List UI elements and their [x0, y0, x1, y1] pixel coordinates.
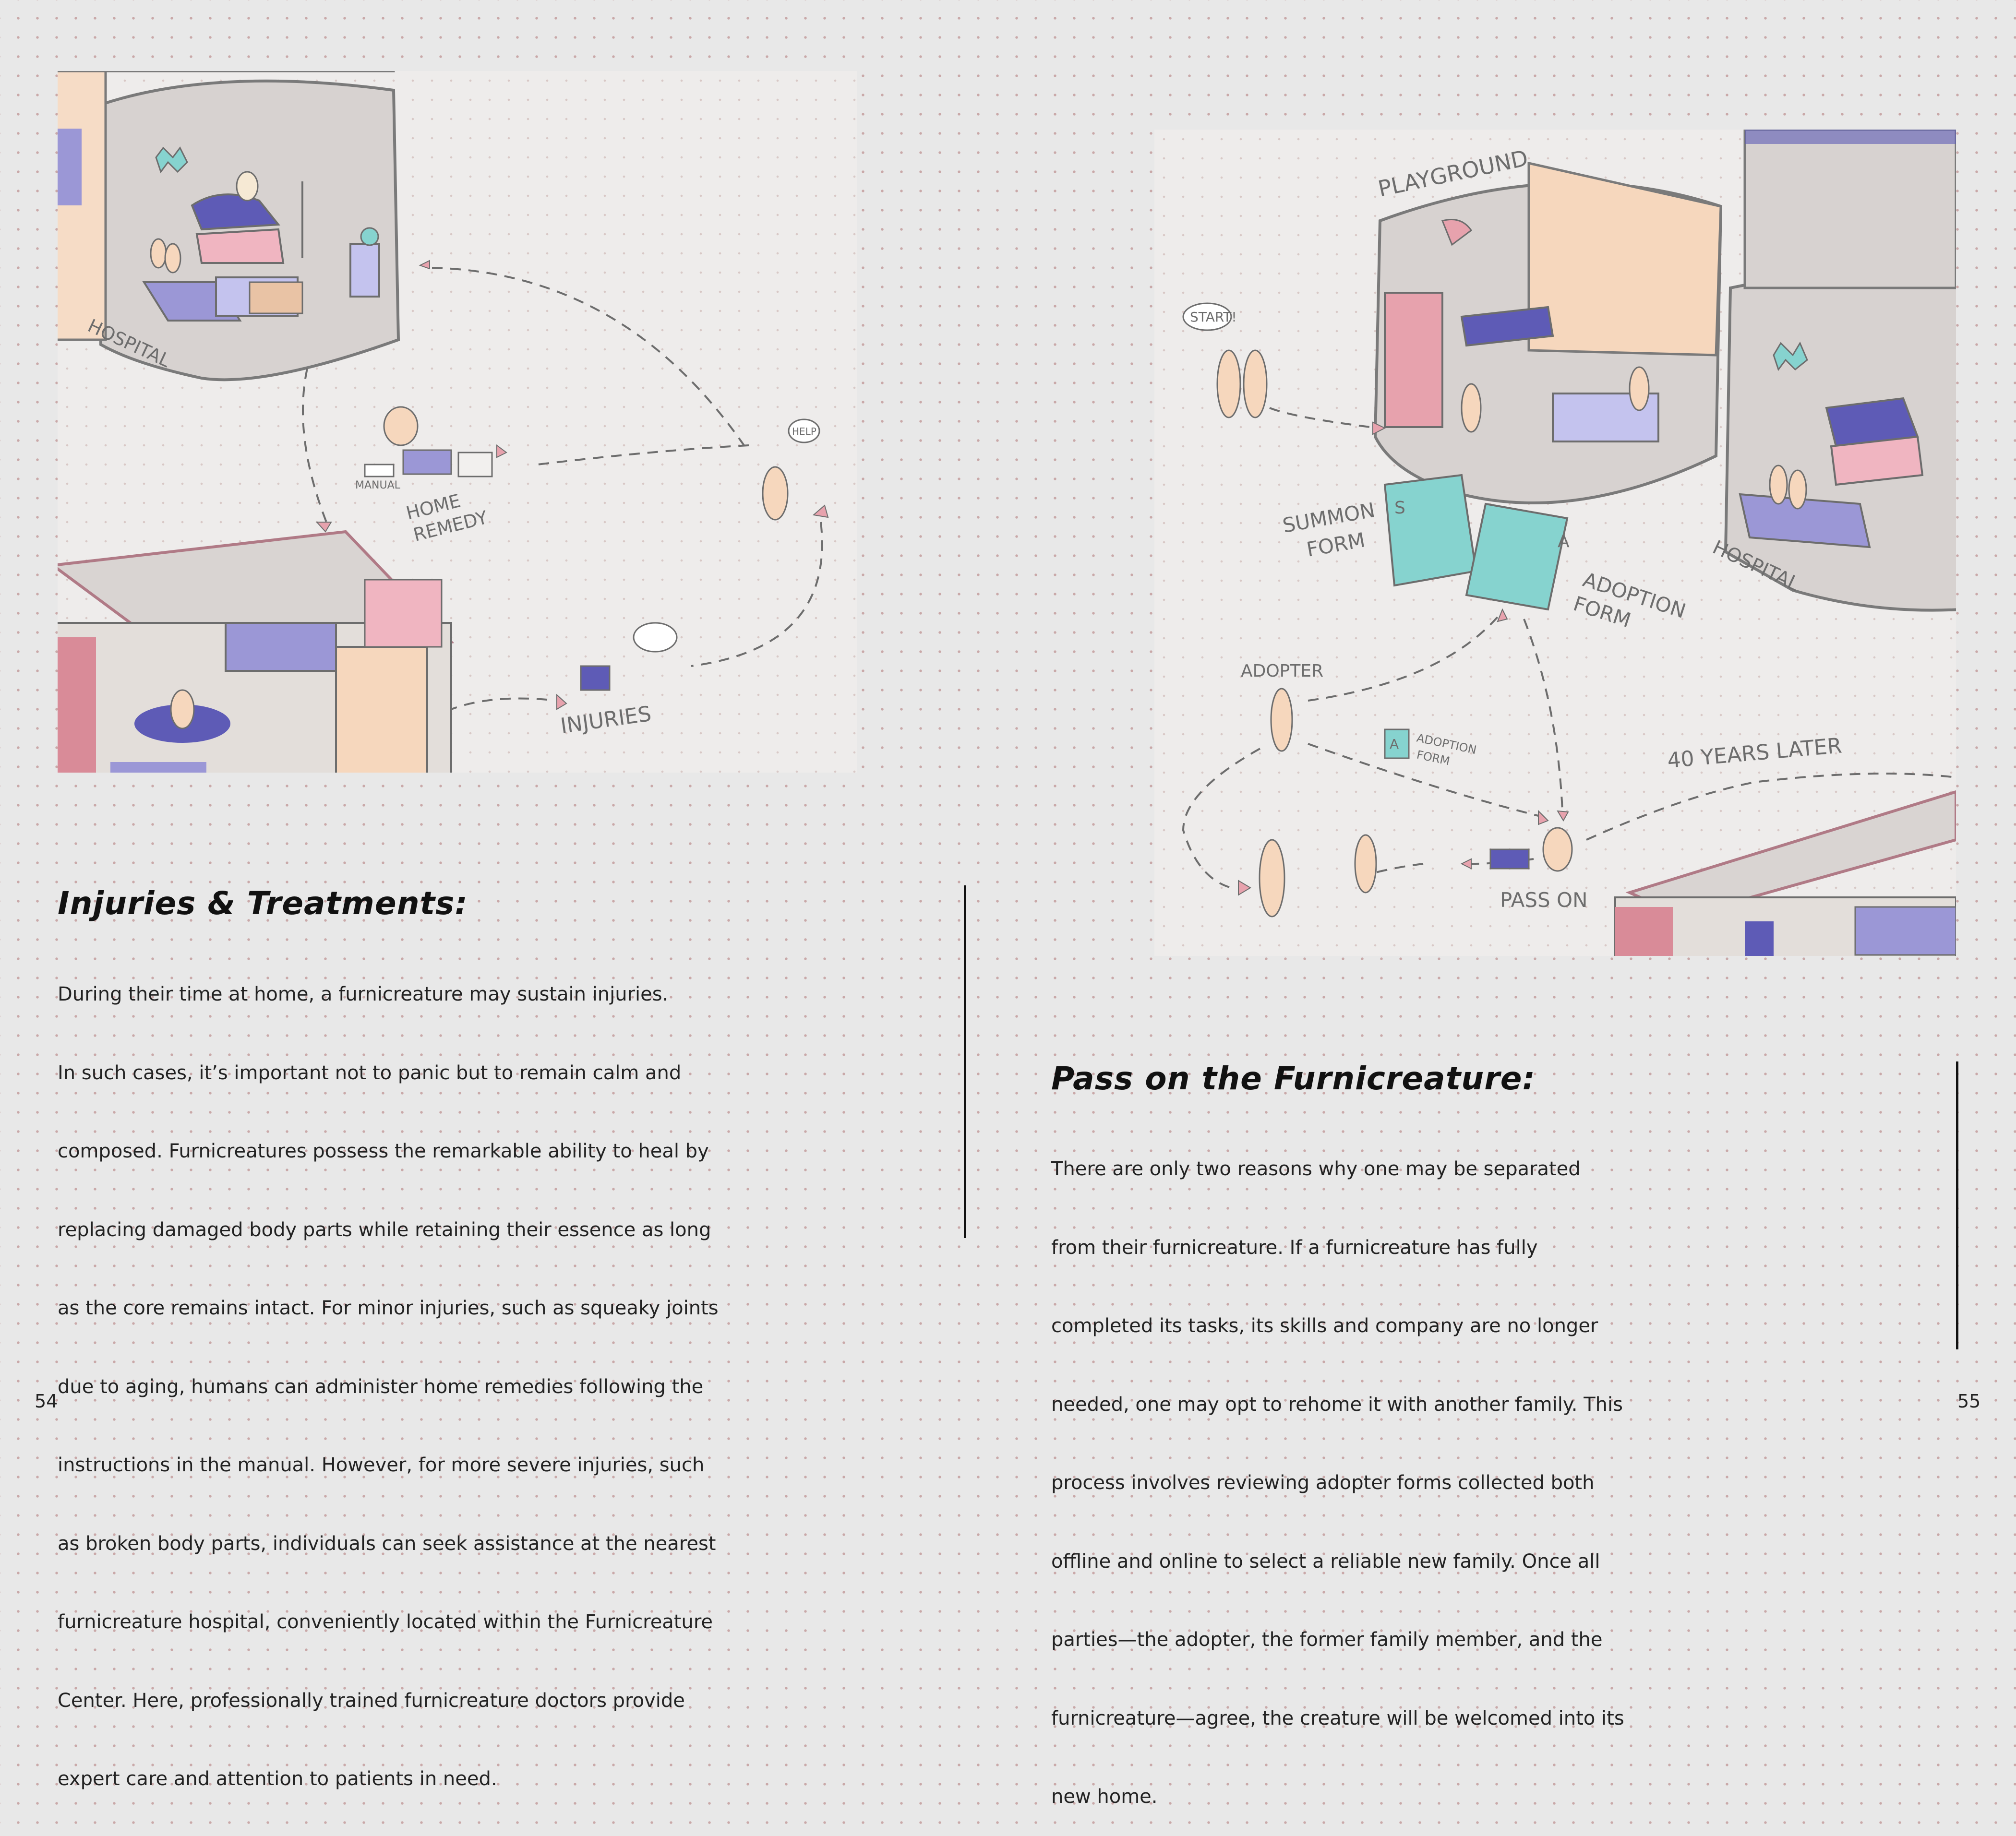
body-line: During their time at home, a furnicreatu… [58, 983, 669, 1005]
body-line: due to aging, humans can administer home… [58, 1375, 704, 1398]
body-line: furnicreature—agree, the creature will b… [1051, 1707, 1624, 1729]
column-divider-right [1956, 1061, 1958, 1349]
pass-on-label: PASS ON [1500, 888, 1588, 912]
body-line: composed. Furnicreatures possess the rem… [58, 1140, 709, 1162]
hospital-room: HOSPITAL [58, 71, 400, 382]
office-room [1743, 130, 1956, 289]
home-house [58, 530, 455, 773]
hospital-room-right: HOSPITAL [1709, 269, 1956, 612]
adopter-scene: ADOPTER A ADOPTION FORM [1241, 661, 1478, 768]
adopter-label: ADOPTER [1241, 661, 1323, 681]
pass-on-sketch: PLAYGROUND START! HOSPITAL S [1182, 130, 1956, 956]
flow-arrows [302, 267, 823, 710]
injuries-section-body: During their time at home, a furnicreatu… [58, 929, 719, 1818]
column-divider-left [964, 885, 966, 1238]
body-line: offline and online to select a reliable … [1051, 1550, 1600, 1573]
arrow-heads-right [1238, 421, 1569, 896]
help-label: HELP [792, 426, 816, 437]
body-line: needed, one may opt to rehome it with an… [1051, 1393, 1623, 1416]
body-line: parties—the adopter, the former family m… [1051, 1629, 1603, 1651]
arrow-heads [315, 260, 829, 710]
forty-years-label: 40 YEARS LATER [1667, 733, 1843, 773]
pass-on-section-title: Pass on the Furnicreature: [1051, 1060, 1536, 1097]
start-scene: START! [1182, 302, 1268, 418]
help-scene: HELP [762, 418, 820, 521]
small-form-letter: A [1390, 736, 1399, 752]
start-label: START! [1190, 309, 1237, 325]
body-line: as broken body parts, individuals can se… [58, 1532, 716, 1555]
body-line: completed its tasks, its skills and comp… [1051, 1315, 1598, 1337]
playground-room: PLAYGROUND [1373, 145, 1723, 504]
summon-form-label-2: FORM [1305, 528, 1367, 561]
adoption-form: A ADOPTION FORM [1465, 502, 1689, 632]
page-number-left: 54 [35, 1391, 58, 1412]
flow-arrows-right [1182, 407, 1956, 889]
body-line: Center. Here, professionally trained fur… [58, 1689, 685, 1712]
body-line: new home. [1051, 1786, 1158, 1808]
body-line: from their furnicreature. If a furnicrea… [1051, 1236, 1538, 1259]
injuries-section-title: Injuries & Treatments: [58, 885, 468, 922]
body-line: as the core remains intact. For minor in… [58, 1297, 719, 1319]
body-line: In such cases, it’s important not to pan… [58, 1061, 682, 1084]
injuries-label: INJURIES [559, 702, 653, 739]
new-home-house [1614, 790, 1956, 956]
summon-form: S SUMMON FORM [1281, 474, 1477, 587]
injuries-scene: INJURIES [559, 622, 678, 739]
manual-label: MANUAL [355, 479, 401, 491]
adoption-form-letter: A [1558, 532, 1570, 551]
body-line: expert care and attention to patients in… [58, 1768, 497, 1790]
body-line: process involves reviewing adopter forms… [1051, 1472, 1595, 1494]
body-line: furnicreature hospital, conveniently loc… [58, 1611, 713, 1633]
home-remedy-scene: MANUAL HOME REMEDY [355, 406, 493, 546]
summon-form-letter: S [1394, 498, 1405, 518]
injuries-treatment-sketch: HOSPITAL MANUAL HOME REMEDY [58, 71, 829, 773]
pass-on-section-body: There are only two reasons why one may b… [1051, 1104, 1624, 1836]
body-line: replacing damaged body parts while retai… [58, 1218, 711, 1241]
illustration-injuries-treatment: HOSPITAL MANUAL HOME REMEDY [58, 71, 857, 773]
body-line: instructions in the manual. However, for… [58, 1454, 705, 1476]
page-number-right: 55 [1957, 1391, 1981, 1412]
small-adoption-label-2: FORM [1416, 748, 1451, 768]
body-line: There are only two reasons why one may b… [1051, 1158, 1581, 1180]
illustration-pass-on: PLAYGROUND START! HOSPITAL S [1154, 130, 1956, 956]
